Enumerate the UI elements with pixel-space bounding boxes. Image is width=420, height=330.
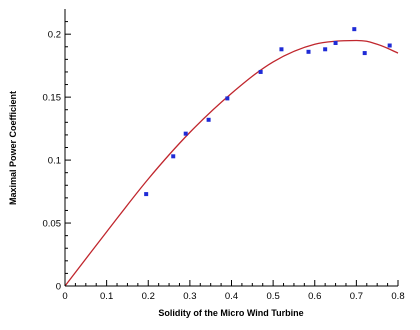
- x-tick-label: 0.5: [267, 291, 280, 302]
- y-tick-label: 0.15: [43, 93, 62, 104]
- data-point: [333, 41, 338, 45]
- line-layer: [64, 39, 399, 287]
- x-tick-label: 0.4: [225, 291, 238, 302]
- y-tick-label: 0.2: [48, 30, 61, 41]
- x-tick-label: 0.1: [100, 291, 113, 302]
- x-tick-label: 0.8: [391, 291, 404, 302]
- data-point: [352, 27, 357, 32]
- data-point: [171, 154, 176, 159]
- data-point: [362, 51, 367, 56]
- y-tick-label: 0: [56, 282, 61, 293]
- y-tick-label: 0.05: [43, 219, 62, 230]
- data-point: [279, 47, 284, 52]
- x-tick-label: 0.6: [308, 291, 321, 302]
- y-axis-title: Maximal Power Coefficient: [8, 91, 18, 205]
- fit-curve: [64, 39, 399, 287]
- y-tick-label: 0.1: [48, 156, 61, 167]
- data-point: [225, 96, 230, 101]
- x-tick-label: 0.2: [142, 291, 155, 302]
- data-point: [323, 47, 328, 52]
- data-point: [258, 69, 263, 74]
- points-layer: [144, 27, 392, 197]
- data-point: [387, 43, 392, 48]
- ticks-layer: 0 0.1 0.2 0.3 0.4 0.5 0.6 0.7 0.8 0 0.05 0.1 0.15 0.2: [43, 21, 405, 302]
- x-axis-title: Solidity of the Micro Wind Turbine: [158, 308, 303, 318]
- data-point: [206, 117, 211, 122]
- x-tick-label: 0.3: [183, 291, 196, 302]
- data-point: [183, 131, 188, 136]
- x-tick-label: 0: [62, 291, 67, 302]
- x-tick-label: 0.7: [350, 291, 363, 302]
- data-point: [144, 192, 149, 197]
- data-point: [306, 49, 311, 54]
- axes-layer: [64, 9, 398, 287]
